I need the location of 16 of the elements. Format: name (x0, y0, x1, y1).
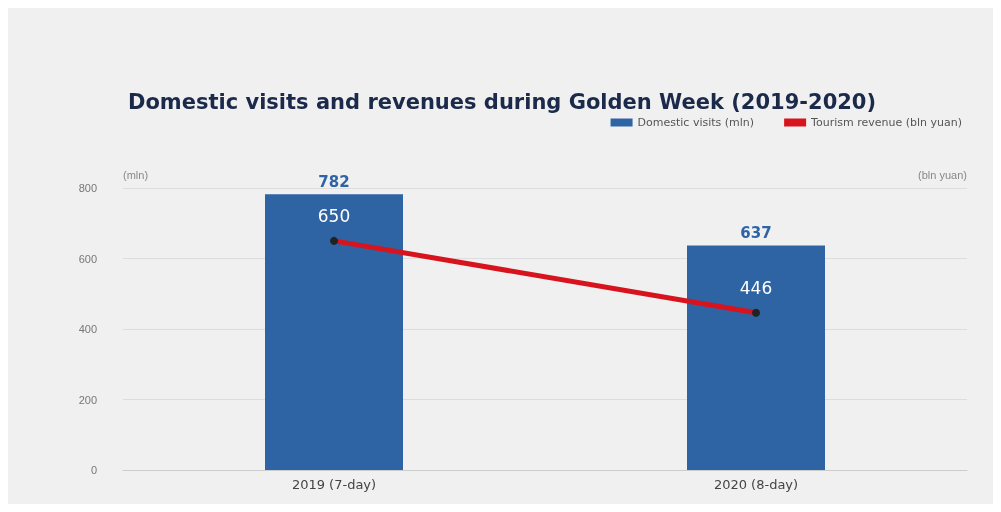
y-tick-label: 400 (78, 323, 97, 335)
data-label: 650 (317, 206, 351, 227)
y-tick-label: 0 (90, 464, 97, 476)
data-label: 782 (318, 172, 350, 191)
y-tick-label: 600 (78, 252, 97, 265)
data-label: 637 (740, 223, 772, 242)
y-tick-label: 800 (78, 182, 97, 194)
data-label: 446 (739, 278, 773, 299)
y2-axis-title: (bln yuan) (918, 168, 967, 181)
y-tick-label: 200 (78, 393, 97, 406)
chart-title: Domestic visits and revenues during Golden Week (2019-2020) (128, 89, 877, 114)
legend-label: Domestic visits (mln) (637, 116, 755, 129)
legend-label: Tourism revenue (bln yuan) (810, 116, 962, 129)
x-tick-label: 2020 (8-day) (713, 477, 799, 492)
y-axis-title: (mln) (123, 168, 149, 181)
x-tick-label: 2019 (7-day) (291, 477, 377, 492)
